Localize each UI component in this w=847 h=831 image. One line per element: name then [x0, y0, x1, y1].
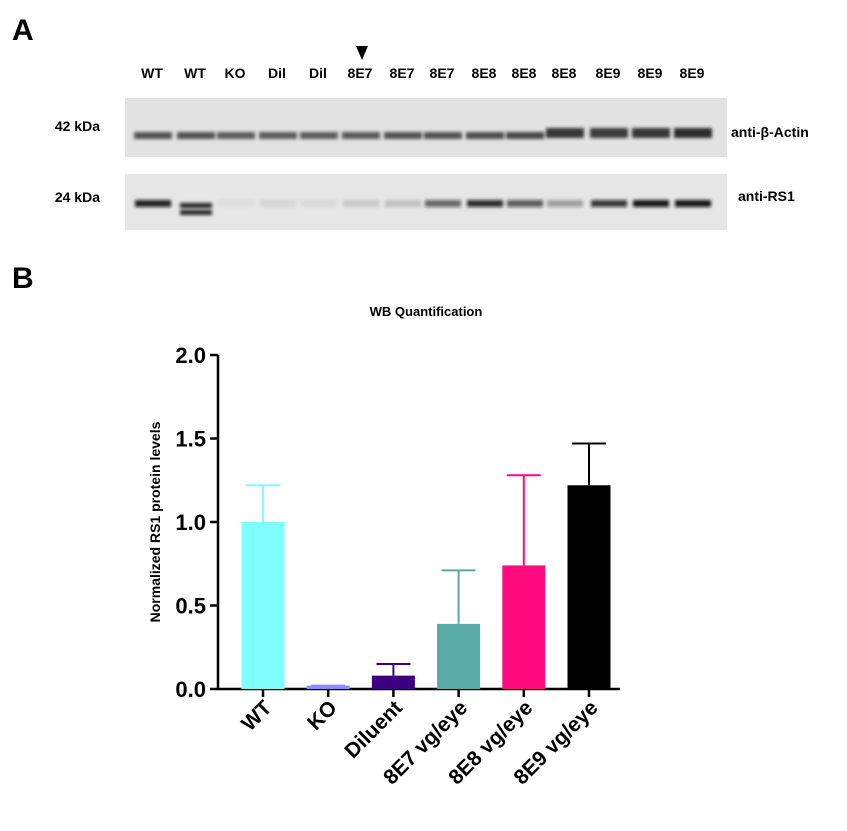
band: [547, 200, 583, 207]
lane-label: 8E9: [596, 65, 621, 81]
chart-title: WB Quantification: [370, 304, 483, 319]
band: [590, 128, 628, 138]
band: [507, 200, 543, 207]
band: [260, 200, 296, 207]
bar: [567, 485, 611, 689]
band: [675, 200, 711, 207]
x-tick-label: Diluent: [340, 696, 407, 763]
x-tick-label: KO: [303, 696, 342, 735]
blot-actin: [125, 98, 727, 157]
band: [301, 200, 337, 207]
bar: [502, 565, 546, 689]
band: [632, 128, 670, 138]
y-axis-label: Normalized RS1 protein levels: [147, 421, 163, 622]
lane-label: KO: [225, 65, 246, 81]
panel-label: B: [12, 262, 34, 295]
band: [259, 132, 297, 139]
y-tick-label: 1.5: [175, 427, 206, 452]
band: [300, 132, 338, 139]
lane-label: 8E8: [472, 65, 497, 81]
lane-label: 8E7: [390, 65, 415, 81]
band: [342, 132, 380, 139]
lane-label: Dil: [309, 65, 327, 81]
band: [546, 128, 584, 138]
lane-label: 8E7: [430, 65, 455, 81]
band: [467, 200, 503, 207]
lane-label: 8E8: [552, 65, 577, 81]
band: [180, 203, 212, 208]
y-tick-label: 1.0: [175, 510, 206, 535]
antibody-label: anti-RS1: [738, 188, 795, 204]
y-tick-label: 2.0: [175, 343, 206, 368]
lane-label: 8E8: [512, 65, 537, 81]
bar: [371, 675, 415, 689]
arrowhead: [356, 46, 368, 60]
band: [180, 210, 212, 215]
band: [506, 132, 544, 139]
band: [177, 132, 215, 139]
marker-label: 24 kDa: [55, 189, 100, 205]
band: [218, 200, 254, 207]
lane-label: 8E9: [680, 65, 705, 81]
bar: [241, 522, 285, 689]
lane-label: 8E7: [348, 65, 373, 81]
x-tick-label: WT: [237, 696, 276, 735]
marker-label: 42 kDa: [55, 118, 100, 134]
band: [424, 132, 462, 139]
lane-label: WT: [141, 65, 163, 81]
band: [633, 200, 669, 207]
band: [384, 132, 422, 139]
band: [217, 132, 255, 139]
band: [135, 200, 171, 207]
lane-label: Dil: [268, 65, 286, 81]
band: [591, 200, 627, 207]
band: [343, 200, 379, 207]
y-tick-label: 0.0: [175, 677, 206, 702]
bar: [306, 685, 350, 689]
lane-label: WT: [184, 65, 206, 81]
band: [674, 128, 712, 138]
lane-label: 8E9: [638, 65, 663, 81]
band: [425, 200, 461, 207]
band: [134, 132, 172, 139]
band: [385, 200, 421, 207]
antibody-label: anti-β-Actin: [731, 124, 809, 140]
bar: [437, 623, 481, 689]
y-tick-label: 0.5: [175, 594, 206, 619]
panel-label: A: [12, 14, 34, 47]
band: [466, 132, 504, 139]
